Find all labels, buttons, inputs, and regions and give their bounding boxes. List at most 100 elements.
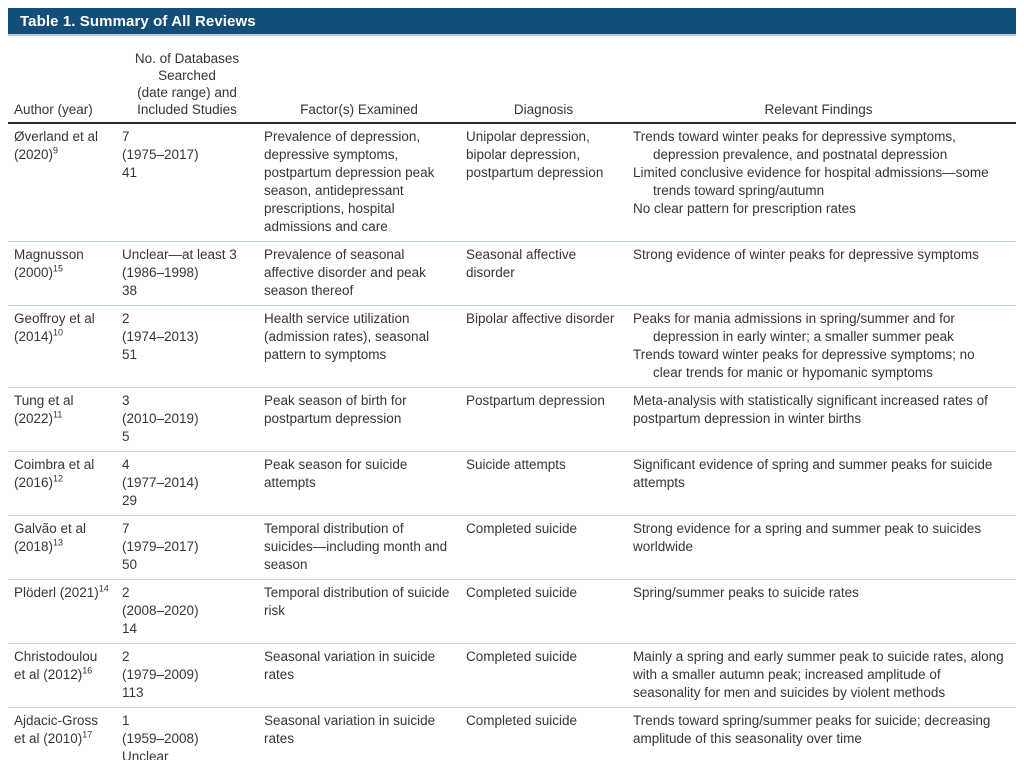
- table-row: Tung et al (2022)11 3 (2010–2019) 5 Peak s…: [8, 388, 1016, 452]
- databases-line: 41: [122, 165, 138, 180]
- databases-line: 7: [122, 521, 130, 536]
- databases-cell: 3 (2010–2019) 5: [122, 392, 264, 446]
- databases-line: 2: [122, 649, 130, 664]
- finding-item: Trends toward spring/summer peaks for su…: [633, 713, 991, 746]
- findings-cell: Trends toward winter peaks for depressiv…: [633, 128, 1016, 236]
- finding-item: Trends toward winter peaks for depressiv…: [633, 347, 975, 380]
- author-name: Magnusson (2000): [14, 247, 84, 280]
- table-title-bar: Table 1. Summary of All Reviews: [8, 8, 1016, 36]
- factors-cell: Peak season for suicide attempts: [264, 457, 408, 490]
- databases-line: 4: [122, 457, 130, 472]
- factors-cell: Seasonal variation in suicide rates: [264, 649, 436, 682]
- factors-cell: Seasonal variation in suicide rates: [264, 713, 436, 746]
- table-row: Christodoulou et al (2012)16 2 (1979–2009…: [8, 644, 1016, 708]
- column-header-diagnosis: Diagnosis: [513, 102, 574, 117]
- databases-line: 50: [122, 557, 138, 572]
- databases-line: 2: [122, 585, 130, 600]
- databases-line: (1977–2014): [122, 475, 199, 490]
- factors-cell: Temporal distribution of suicide risk: [264, 585, 450, 618]
- databases-cell: 1 (1959–2008) Unclear: [122, 712, 264, 760]
- factors-cell: Prevalence of seasonal affective disorde…: [264, 247, 426, 298]
- author-cell: Christodoulou et al (2012)16: [14, 648, 122, 702]
- databases-line: 5: [122, 429, 130, 444]
- author-cell: Geoffroy et al (2014)10: [14, 310, 122, 382]
- author-cell: Øverland et al (2020)9: [14, 128, 122, 236]
- factors-cell: Peak season of birth for postpartum depr…: [264, 393, 407, 426]
- databases-line: (2008–2020): [122, 603, 199, 618]
- table-row: Plöderl (2021)14 2 (2008–2020) 14 Temporal…: [8, 580, 1016, 644]
- findings-cell: Strong evidence of winter peaks for depr…: [633, 246, 1016, 300]
- databases-line: (1974–2013): [122, 329, 199, 344]
- table-title: Table 1. Summary of All Reviews: [20, 12, 256, 30]
- reference-superscript: 9: [53, 145, 59, 156]
- databases-line: (1979–2017): [122, 539, 199, 554]
- databases-cell: 4 (1977–2014) 29: [122, 456, 264, 510]
- databases-line: (2010–2019): [122, 411, 199, 426]
- diagnosis-cell: Suicide attempts: [466, 457, 566, 472]
- databases-cell: Unclear—at least 3 (1986–1998) 38: [122, 246, 264, 300]
- table-row: Geoffroy et al (2014)10 2 (1974–2013) 51 H…: [8, 306, 1016, 388]
- finding-item: Spring/summer peaks to suicide rates: [633, 585, 859, 600]
- databases-line: 29: [122, 493, 138, 508]
- author-cell: Tung et al (2022)11: [14, 392, 122, 446]
- finding-item: Strong evidence for a spring and summer …: [633, 521, 982, 554]
- diagnosis-cell: Completed suicide: [466, 521, 578, 536]
- databases-cell: 2 (1974–2013) 51: [122, 310, 264, 382]
- author-cell: Galvão et al (2018)13: [14, 520, 122, 574]
- reference-superscript: 16: [82, 665, 93, 676]
- finding-item: Peaks for mania admissions in spring/sum…: [633, 311, 955, 344]
- author-name: Galvão et al (2018): [14, 521, 87, 554]
- table-row: Ajdacic-Gross et al (2010)17 1 (1959–2008…: [8, 708, 1016, 760]
- finding-item: Significant evidence of spring and summe…: [633, 457, 993, 490]
- findings-cell: Trends toward spring/summer peaks for su…: [633, 712, 1016, 760]
- diagnosis-cell: Completed suicide: [466, 585, 578, 600]
- finding-item: Trends toward winter peaks for depressiv…: [633, 129, 956, 162]
- reference-superscript: 12: [53, 473, 64, 484]
- databases-line: Unclear—at least 3: [122, 247, 237, 262]
- factors-cell: Health service utilization (admission ra…: [264, 311, 430, 362]
- diagnosis-cell: Postpartum depression: [466, 393, 605, 408]
- summary-table: Table 1. Summary of All Reviews Author (…: [8, 8, 1016, 760]
- databases-cell: 7 (1979–2017) 50: [122, 520, 264, 574]
- reference-superscript: 15: [53, 263, 64, 274]
- findings-cell: Peaks for mania admissions in spring/sum…: [633, 310, 1016, 382]
- databases-line: 3: [122, 393, 130, 408]
- databases-line: (1959–2008): [122, 731, 199, 746]
- column-header-databases: No. of Databases Searched (date range) a…: [134, 51, 240, 117]
- findings-cell: Significant evidence of spring and summe…: [633, 456, 1016, 510]
- reference-superscript: 13: [53, 537, 64, 548]
- table-row: Galvão et al (2018)13 7 (1979–2017) 50 Tem…: [8, 516, 1016, 580]
- author-cell: Magnusson (2000)15: [14, 246, 122, 300]
- reference-superscript: 11: [53, 409, 63, 420]
- databases-line: (1979–2009): [122, 667, 199, 682]
- column-header-factors: Factor(s) Examined: [300, 102, 418, 117]
- databases-line: 7: [122, 129, 130, 144]
- databases-line: 2: [122, 311, 130, 326]
- author-name: Tung et al (2022): [14, 393, 74, 426]
- databases-line: 1: [122, 713, 130, 728]
- table-row: Øverland et al (2020)9 7 (1975–2017) 41 Pr…: [8, 124, 1016, 242]
- reference-superscript: 10: [53, 327, 64, 338]
- databases-line: (1986–1998): [122, 265, 199, 280]
- author-name: Coimbra et al (2016): [14, 457, 95, 490]
- table-body: Øverland et al (2020)9 7 (1975–2017) 41 Pr…: [8, 124, 1016, 760]
- factors-cell: Prevalence of depression, depressive sym…: [264, 129, 435, 234]
- findings-cell: Meta-analysis with statistically signifi…: [633, 392, 1016, 446]
- column-header-findings: Relevant Findings: [764, 102, 873, 117]
- author-name: Ajdacic-Gross et al (2010): [14, 713, 99, 746]
- finding-item: Meta-analysis with statistically signifi…: [633, 393, 988, 426]
- diagnosis-cell: Seasonal affective disorder: [466, 247, 577, 280]
- databases-line: 51: [122, 347, 138, 362]
- author-name: Plöderl (2021): [14, 585, 99, 600]
- column-header-author: Author (year): [14, 102, 93, 117]
- table-row: Coimbra et al (2016)12 4 (1977–2014) 29 Pe…: [8, 452, 1016, 516]
- databases-line: Unclear: [122, 749, 169, 760]
- author-cell: Plöderl (2021)14: [14, 584, 122, 638]
- databases-cell: 2 (1979–2009) 113: [122, 648, 264, 702]
- finding-item: No clear pattern for prescription rates: [633, 201, 856, 216]
- databases-line: 113: [122, 685, 144, 700]
- databases-line: 14: [122, 621, 138, 636]
- findings-cell: Spring/summer peaks to suicide rates: [633, 584, 1016, 638]
- author-name: Geoffroy et al (2014): [14, 311, 95, 344]
- databases-cell: 2 (2008–2020) 14: [122, 584, 264, 638]
